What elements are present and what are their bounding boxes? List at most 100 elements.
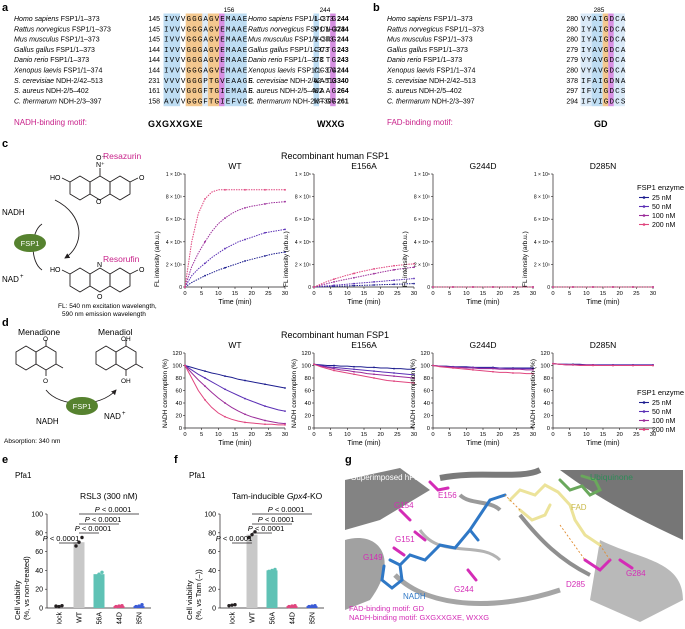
x-tick-label: 15 [480, 291, 486, 297]
x-tick-label: 15 [600, 432, 606, 438]
a-start-number: 144 [148, 47, 160, 54]
a-sequence-1: IVVVGGGAGVEMAAE [164, 47, 248, 55]
legend-marker [642, 196, 646, 199]
data-point [413, 282, 415, 285]
data-point [224, 266, 226, 269]
y-tick-label: 20 [176, 414, 182, 420]
x-tick-label: 25 [394, 291, 400, 297]
a-motif-1: GXGXXGXE [148, 119, 203, 129]
bar-point [100, 570, 104, 574]
c-enzyme-label: FSP1 [21, 239, 40, 248]
data-point [492, 367, 494, 370]
y-tick-label: 4 × 10⁵ [295, 240, 311, 246]
menadiol-structure [95, 340, 144, 376]
data-point [413, 368, 415, 371]
b-sequence: VYAIGDCA [581, 16, 626, 24]
x-tick-label: 25 [265, 432, 271, 438]
x-tick-label: 0 [183, 432, 186, 438]
data-point [413, 373, 415, 376]
kinetic-chart-title: D285N [590, 161, 616, 171]
comparison-p-value: P < 0.0001 [268, 505, 305, 514]
series-line [313, 278, 415, 288]
a-sequence-1: IVVVGGGAGVEMAAE [164, 68, 248, 76]
a-species-label: Xenopus laevis FSP1/1–374 [13, 68, 102, 75]
resorufin-structure [61, 267, 139, 293]
a-sequence-1: AVVVGGGFTGIEFVGE [164, 98, 253, 106]
a-end-number: 243 [337, 47, 349, 54]
c-note-1: FL: 540 nm excitation wavelength, [58, 303, 157, 310]
a-start-number: 158 [148, 98, 160, 105]
a-species-label-2: S. cerevisiae NDH-2/42–513 [248, 78, 337, 85]
x-tick-label: 0 [312, 291, 315, 297]
b-highlight-col [591, 13, 603, 107]
panel-a: a 156 244 Homo sapiens FSP1/1–373 145 IVVV… [2, 2, 349, 129]
d-section-title: Recombinant human FSP1 [281, 330, 389, 340]
a-sequence-2: CCIG [314, 68, 337, 76]
x-axis-label: Time (min) [466, 299, 499, 306]
b-protein-range: FSP1/1–374 [434, 68, 475, 75]
c-reaction-arrow [54, 199, 80, 259]
a-species-label: C. thermarum NDH-2/3–397 [14, 98, 102, 105]
b-species-label: C. thermarum NDH-2/3–397 [387, 98, 475, 105]
g-residue-g151: G151 [395, 535, 415, 544]
legend-label: 100 nM [652, 418, 676, 425]
bar-y-tick-label: 40 [208, 568, 216, 575]
data-point [452, 367, 454, 369]
a-start-number: 145 [148, 26, 160, 33]
b-start-number: 280 [566, 37, 578, 44]
data-point [353, 365, 355, 368]
a-protein-range: FSP1/1–373 [48, 57, 89, 64]
b-sequence: IYAIGDCA [581, 37, 626, 45]
data-point [592, 286, 594, 288]
x-tick-label: 20 [248, 432, 254, 438]
data-point [353, 284, 355, 287]
data-point [373, 281, 375, 283]
data-point [333, 278, 335, 280]
data-point [204, 370, 206, 373]
data-point [284, 228, 286, 231]
data-point [393, 264, 395, 267]
a-sequence-2: WATG [314, 78, 337, 86]
data-point [353, 282, 355, 285]
panel-label-b: b [373, 2, 380, 14]
bar-point [54, 604, 58, 608]
data-point [224, 415, 226, 418]
menadione-o-bottom: O [43, 378, 48, 385]
b-species-name: S. cerevisiae [387, 78, 427, 85]
a-sequence-2: LCTG [314, 16, 337, 24]
y-tick-label: 8 × 10⁵ [295, 195, 311, 201]
bar-point [267, 569, 271, 574]
d-legend: FSP1 enzyme 25 nM 50 nM 100 nM 200 nM [637, 388, 684, 434]
bar-point [134, 604, 138, 609]
bar-y-tick-label: 60 [35, 549, 43, 556]
kinetic-chart-title: E156A [351, 161, 377, 171]
data-point [333, 366, 335, 369]
comparison-p-value: P < 0.0001 [43, 534, 80, 543]
a-species-label-2: Rattus norvegicus FSP1/1–373 [248, 26, 345, 33]
panel-g: g [345, 454, 683, 622]
a-species-label: S. aureus NDH-2/5–402 [14, 88, 89, 95]
ubiquinone-ligand [558, 474, 603, 497]
b-protein-range: FSP1/1–373 [421, 57, 462, 64]
x-tick-label: 10 [344, 291, 350, 297]
a-species-label-2: Gallus gallus FSP1/1–373 [248, 47, 329, 54]
b-sequence: IFVIGDCS [581, 88, 626, 96]
a-species-name: S. aureus [14, 88, 44, 95]
x-tick-label: 20 [377, 291, 383, 297]
x-tick-label: 5 [329, 291, 332, 297]
data-point [492, 370, 494, 373]
y-tick-label: 0 [308, 285, 311, 291]
series-line [184, 189, 285, 288]
b-start-number: 279 [566, 57, 578, 64]
y-tick-label: 0 [179, 426, 182, 432]
y-axis-label: FL intensity (arb.u.) [522, 231, 529, 287]
a-species-name-2: S. cerevisiae [248, 78, 288, 85]
kinetic-chart-title: E156A [351, 340, 377, 350]
a-alignment-rows: Homo sapiens FSP1/1–373 145 IVVVGGGAGVEMAA… [13, 16, 349, 106]
x-tick-label: 15 [232, 432, 238, 438]
x-tick-label: 10 [344, 432, 350, 438]
b-sequence: VYAVGDCA [581, 57, 626, 65]
series-line [552, 363, 653, 366]
a-protein-range-2: FSP1/1–373 [282, 57, 323, 64]
